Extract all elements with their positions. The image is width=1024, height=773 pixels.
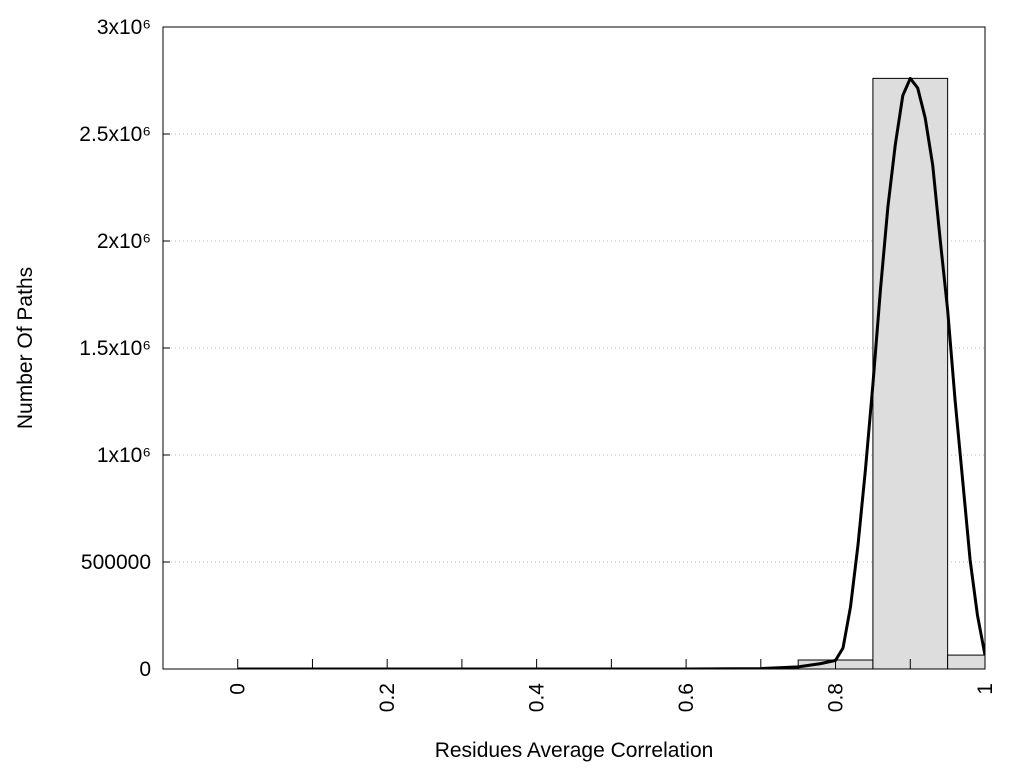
y-tick-label: 0	[139, 658, 151, 681]
x-tick-label: 0.6	[675, 683, 698, 712]
plot-frame	[162, 26, 986, 670]
y-tick-label: 2x10⁶	[97, 230, 151, 253]
bar	[872, 77, 949, 669]
x-axis-label: Residues Average Correlation	[435, 739, 714, 762]
fit-curve	[237, 76, 985, 669]
y-tick-label: 1x10⁶	[97, 444, 151, 467]
plot-area	[237, 76, 985, 669]
x-tick-label: 1	[974, 683, 997, 695]
x-tick-label: 0.2	[376, 683, 399, 712]
y-axis-label: Number Of Paths	[14, 267, 37, 429]
x-tick-label: 0.4	[526, 683, 549, 713]
x-tick-label: 0	[227, 683, 250, 695]
x-tick-label: 0.8	[825, 683, 848, 712]
y-tick-label: 2.5x10⁶	[79, 123, 151, 146]
y-tick-label: 3x10⁶	[97, 16, 151, 39]
y-tick-label: 1.5x10⁶	[79, 337, 151, 360]
y-tick-label: 500000	[81, 551, 151, 574]
